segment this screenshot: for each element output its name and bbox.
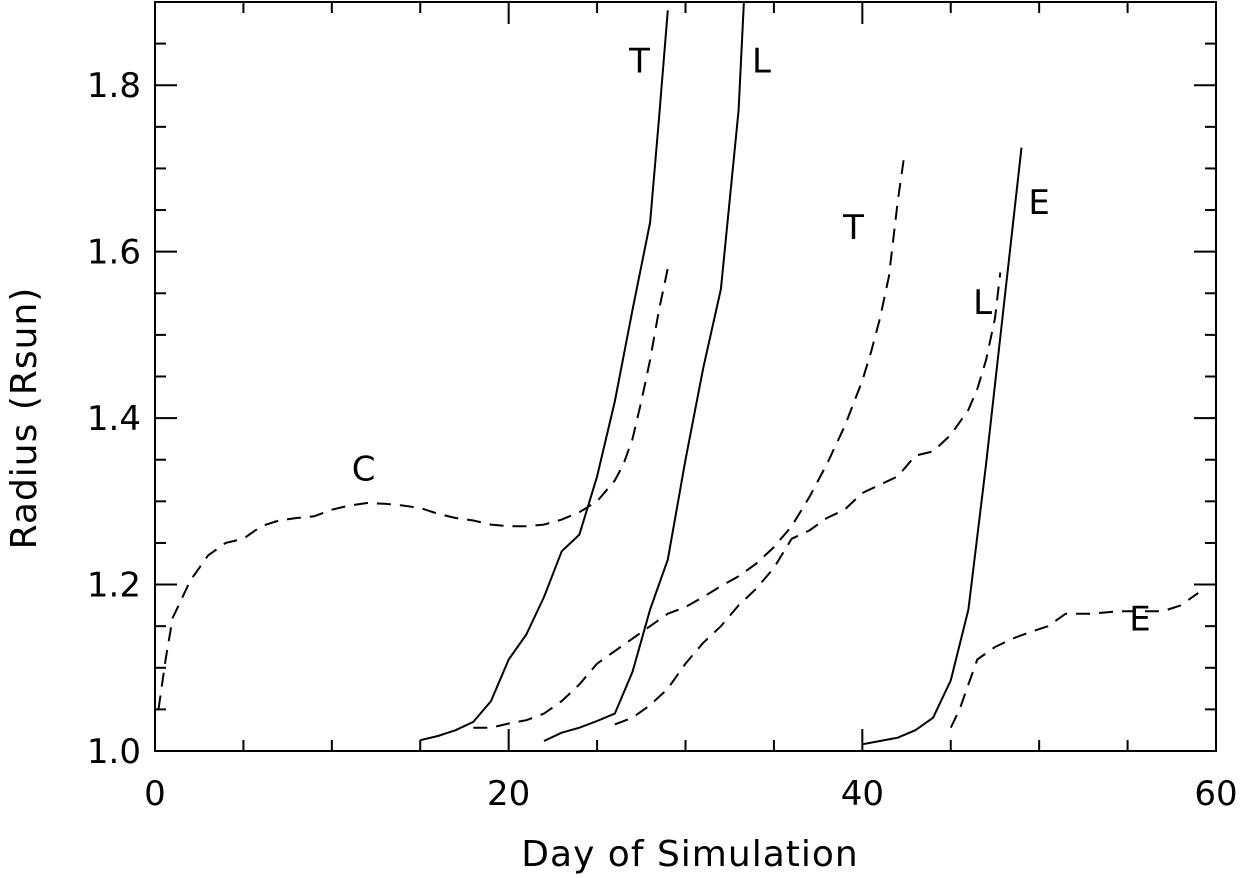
curve-label-L: L <box>973 283 992 323</box>
curve-label-C: C <box>352 450 376 490</box>
curve-label-T: T <box>842 208 864 248</box>
y-tick-label: 1.6 <box>87 233 141 273</box>
x-tick-label: 40 <box>841 774 884 814</box>
series-line-2-dashed <box>473 151 906 729</box>
y-tick-label: 1.4 <box>87 399 141 439</box>
y-tick-label: 1.0 <box>87 732 141 772</box>
series-layer <box>157 1 1199 746</box>
y-tick-label: 1.2 <box>87 566 141 606</box>
curve-label-E: E <box>1129 599 1150 639</box>
plot-frame <box>154 1 1217 752</box>
series-line-0-dashed <box>157 268 669 710</box>
x-axis-label: Day of Simulation <box>521 834 858 875</box>
curve-label-E: E <box>1028 183 1049 223</box>
series-line-1-solid <box>420 10 669 742</box>
axes: 0 20 40 60 1.0 1.2 1.4 1.6 1.8 <box>87 1 1238 814</box>
x-tick-label: 60 <box>1194 774 1237 814</box>
series-line-7-solid <box>862 147 1023 746</box>
series-line-5-dashed <box>614 272 1002 726</box>
series-line-4-solid <box>543 1 745 742</box>
curve-label-T: T <box>628 42 650 82</box>
curve-label-L: L <box>752 42 771 82</box>
curve-labels: C T T L L E E <box>352 42 1151 640</box>
x-tick-label: 0 <box>144 774 166 814</box>
series-line-8-dashed <box>949 592 1199 729</box>
y-tick-label: 1.8 <box>87 66 141 106</box>
x-tick-label: 20 <box>487 774 530 814</box>
y-axis-label: Radius (Rsun) <box>4 287 45 550</box>
